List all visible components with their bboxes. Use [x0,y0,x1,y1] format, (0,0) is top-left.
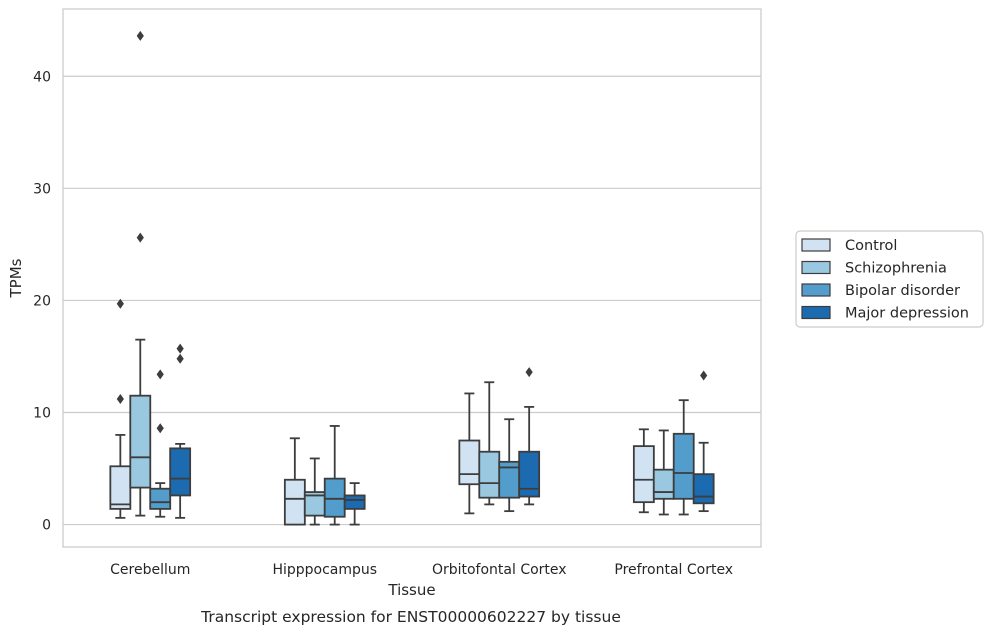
box-schizophrenia [652,429,675,516]
box-iqr [632,445,655,504]
box-control [109,298,132,519]
box-iqr [343,494,366,510]
boxes [109,30,715,526]
x-tick-label: Hipppocampus [272,562,377,578]
y-tick-label: 20 [33,293,51,309]
box-major-depression [692,370,715,513]
legend-swatch [801,305,831,320]
grid-lines [63,75,761,526]
outlier-point [116,298,124,309]
box-schizophrenia [478,381,501,506]
outlier-point [700,370,708,381]
box-iqr [652,468,675,500]
outlier-point [136,232,144,243]
box-major-depression [169,343,192,519]
outlier-point [156,423,164,434]
y-tick-label: 30 [33,181,51,197]
legend-swatch [801,260,831,275]
box-iqr [129,394,152,489]
legend-swatch [801,238,831,252]
x-tick-labels: Cerebellum Hipppocampus Orbitofontal Corte… [110,562,733,578]
outlier-point [156,369,164,380]
y-axis-label: TPMs [7,258,25,298]
outlier-point [176,343,184,354]
chart-caption: Transcript expression for ENST0000060222… [200,608,621,626]
legend: Control Schizophrenia Bipolar disorder Majo… [795,230,984,328]
legend-frame [795,230,984,328]
box-control [458,392,481,515]
legend-swatch [801,283,831,297]
box-iqr [169,447,192,497]
box-iqr [518,450,541,498]
y-tick-label: 10 [33,406,51,422]
box-iqr [283,478,306,526]
box-schizophrenia [129,30,152,517]
box-major-depression [518,367,541,506]
box-iqr [692,473,715,505]
box-iqr [458,439,481,486]
box-control [283,437,306,526]
box-iqr [672,432,695,500]
box-schizophrenia [303,457,326,526]
legend-label: Major depression [845,306,969,322]
box-control [632,428,655,514]
outlier-point [525,367,533,378]
x-tick-label: Orbitofontal Cortex [432,562,567,578]
box-iqr [478,450,501,499]
outlier-point [116,394,124,405]
x-axis-label: Tissue [387,581,435,599]
box-iqr [323,477,346,518]
legend-label: Schizophrenia [845,261,947,277]
box-bipolar-disorder [323,425,346,526]
outlier-point [176,353,184,364]
legend-label: Bipolar disorder [845,283,960,299]
box-major-depression [343,482,366,526]
x-tick-label: Cerebellum [110,562,190,578]
y-tick-labels: 0 10 20 30 40 [33,69,51,533]
outlier-point [136,30,144,41]
box-iqr [109,465,132,510]
box-bipolar-disorder [498,418,521,513]
box-iqr [149,487,172,510]
plot-frame [62,8,762,548]
box-bipolar-disorder [672,399,695,516]
y-tick-label: 40 [33,69,51,85]
x-tick-label: Prefrontal Cortex [614,562,733,578]
y-tick-label: 0 [42,518,51,534]
legend-label: Control [845,238,897,254]
box-bipolar-disorder [149,369,172,518]
